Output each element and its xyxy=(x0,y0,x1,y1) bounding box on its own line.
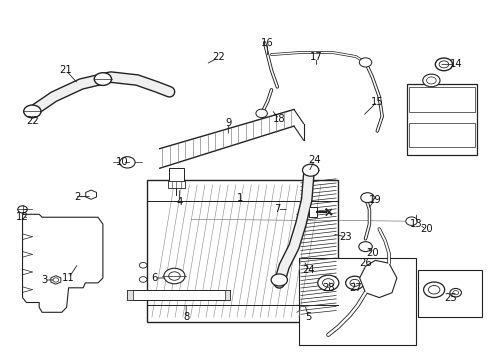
Bar xyxy=(169,168,183,182)
Bar xyxy=(224,290,230,300)
Text: 8: 8 xyxy=(183,312,189,322)
Text: 6: 6 xyxy=(151,273,158,283)
Text: 24: 24 xyxy=(302,265,314,275)
Text: 11: 11 xyxy=(62,273,75,283)
Text: 16: 16 xyxy=(261,38,273,48)
Polygon shape xyxy=(85,190,96,199)
Text: 24: 24 xyxy=(307,156,320,165)
Bar xyxy=(147,180,337,322)
Bar xyxy=(406,84,476,154)
Text: 20: 20 xyxy=(366,248,378,258)
Text: 17: 17 xyxy=(309,53,322,63)
Text: 10: 10 xyxy=(116,157,128,167)
Text: 3: 3 xyxy=(41,275,47,285)
Circle shape xyxy=(255,109,267,118)
Circle shape xyxy=(270,274,287,286)
Circle shape xyxy=(423,282,444,297)
Bar xyxy=(167,181,184,188)
Circle shape xyxy=(422,74,439,87)
Bar xyxy=(127,290,133,300)
Text: 22: 22 xyxy=(212,53,224,63)
Bar xyxy=(298,258,416,345)
Text: 28: 28 xyxy=(321,283,334,293)
Text: 9: 9 xyxy=(224,118,231,128)
Circle shape xyxy=(405,217,416,225)
Circle shape xyxy=(345,276,363,289)
Text: 5: 5 xyxy=(305,312,311,322)
Circle shape xyxy=(163,268,184,284)
Circle shape xyxy=(94,73,111,85)
Bar xyxy=(127,290,230,300)
Circle shape xyxy=(139,262,147,268)
Text: 2: 2 xyxy=(74,192,81,202)
Text: 15: 15 xyxy=(370,96,383,107)
Text: 26: 26 xyxy=(358,258,371,268)
Circle shape xyxy=(120,157,135,168)
Circle shape xyxy=(358,242,371,252)
Text: 25: 25 xyxy=(444,293,456,303)
Circle shape xyxy=(139,276,147,282)
Text: 18: 18 xyxy=(272,114,285,124)
Circle shape xyxy=(359,58,371,67)
Circle shape xyxy=(53,278,59,282)
Text: 4: 4 xyxy=(176,197,182,207)
Bar xyxy=(408,123,474,148)
Circle shape xyxy=(302,164,318,176)
Text: 12: 12 xyxy=(16,212,29,222)
Text: 1: 1 xyxy=(236,193,243,203)
Bar xyxy=(308,207,316,217)
Circle shape xyxy=(449,288,461,297)
Polygon shape xyxy=(51,276,61,284)
Text: 19: 19 xyxy=(368,195,381,204)
Circle shape xyxy=(23,105,41,118)
Text: 27: 27 xyxy=(348,283,362,293)
Circle shape xyxy=(360,193,373,203)
Text: 20: 20 xyxy=(419,224,432,234)
Text: 21: 21 xyxy=(59,65,72,75)
Text: 23: 23 xyxy=(339,232,351,242)
Text: 22: 22 xyxy=(26,116,39,126)
Bar xyxy=(418,270,481,317)
Polygon shape xyxy=(359,260,396,298)
Text: 13: 13 xyxy=(409,219,422,229)
Text: 14: 14 xyxy=(448,59,461,69)
Text: 7: 7 xyxy=(274,204,280,215)
Bar xyxy=(408,87,474,112)
Circle shape xyxy=(317,275,338,291)
Circle shape xyxy=(434,58,451,71)
